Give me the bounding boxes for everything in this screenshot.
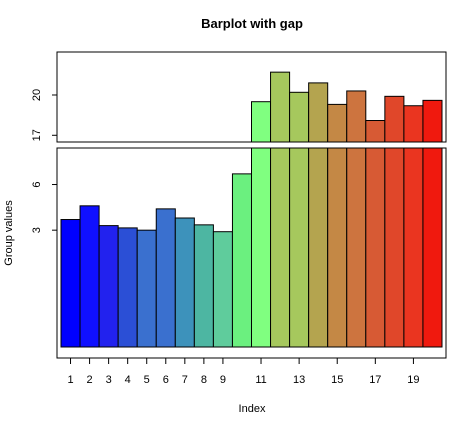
bar-lower-segment bbox=[289, 147, 310, 348]
y-tick-label: 20 bbox=[31, 89, 43, 101]
bar-upper-segment bbox=[327, 103, 348, 143]
bar bbox=[193, 224, 214, 348]
bar bbox=[155, 208, 176, 348]
y-axis-label: Group values bbox=[3, 200, 15, 266]
x-axis: 1 2 3 4 5 6 7 8 9 11 13 15 17 19 bbox=[67, 358, 420, 386]
bar bbox=[98, 225, 119, 348]
bar bbox=[60, 219, 81, 348]
bar bbox=[117, 227, 138, 348]
bar-lower-segment bbox=[270, 147, 291, 348]
bar-upper-segment bbox=[346, 90, 367, 143]
x-tick-label: 11 bbox=[255, 374, 266, 386]
bar bbox=[136, 229, 157, 348]
bar-lower-segment bbox=[327, 147, 348, 348]
x-tick-label: 15 bbox=[331, 374, 343, 386]
bar bbox=[174, 217, 195, 348]
y-tick-label: 17 bbox=[31, 129, 43, 141]
y-tick-label: 6 bbox=[31, 181, 43, 187]
x-tick-label: 4 bbox=[125, 374, 131, 386]
bar-upper-segment bbox=[251, 101, 272, 143]
x-tick-label: 6 bbox=[163, 374, 169, 386]
x-tick-label: 2 bbox=[87, 374, 93, 386]
x-tick-label: 3 bbox=[106, 374, 112, 386]
x-axis-label: Index bbox=[239, 403, 266, 415]
lower-panel: 36 bbox=[31, 147, 447, 359]
bar bbox=[231, 173, 252, 348]
bar-upper-segment bbox=[308, 82, 329, 143]
x-tick-label: 5 bbox=[144, 374, 150, 386]
x-tick-label: 19 bbox=[407, 374, 419, 386]
bar-upper-segment bbox=[289, 91, 310, 143]
y-tick-label: 3 bbox=[31, 227, 43, 233]
bar-upper-segment bbox=[384, 95, 405, 143]
x-tick-label: 17 bbox=[369, 374, 381, 386]
bar-lower-segment bbox=[403, 147, 424, 348]
chart-title: Barplot with gap bbox=[201, 16, 303, 31]
bar-lower-segment bbox=[422, 147, 443, 348]
bar-upper-segment bbox=[270, 71, 291, 143]
bar-lower-segment bbox=[346, 147, 367, 348]
x-tick-label: 8 bbox=[201, 374, 207, 386]
bar bbox=[212, 231, 233, 348]
bar-upper-segment bbox=[365, 120, 386, 143]
bar-lower-segment bbox=[251, 147, 272, 348]
bar-upper-segment bbox=[422, 99, 443, 143]
x-tick-label: 13 bbox=[293, 374, 305, 386]
bar-lower-segment bbox=[308, 147, 329, 348]
bar bbox=[79, 205, 100, 348]
bar-upper-segment bbox=[403, 105, 424, 143]
bar-lower-segment bbox=[365, 147, 386, 348]
x-tick-label: 9 bbox=[220, 374, 226, 386]
x-tick-label: 7 bbox=[182, 374, 188, 386]
bar-lower-segment bbox=[384, 147, 405, 348]
x-tick-label: 1 bbox=[67, 374, 73, 386]
